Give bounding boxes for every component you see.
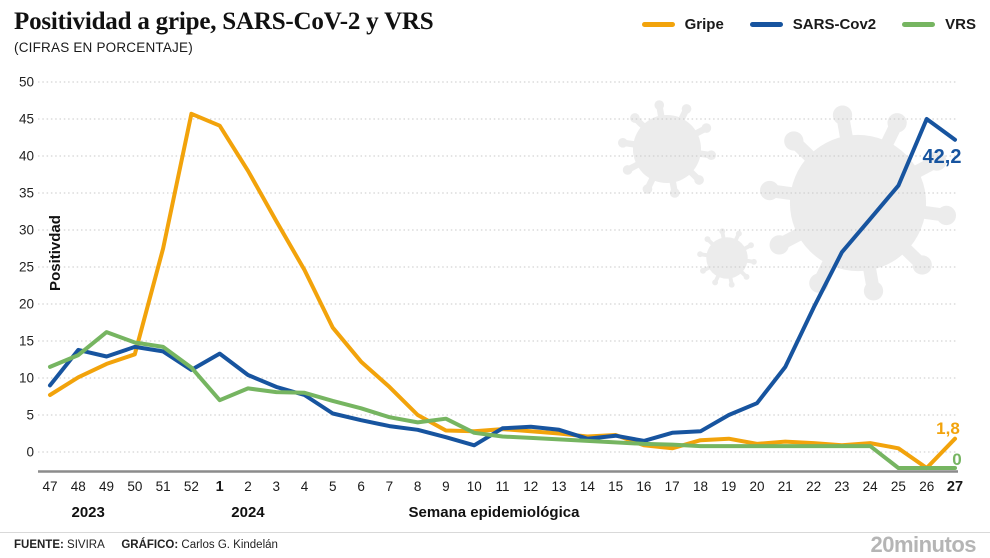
- y-tick-label: 30: [19, 223, 34, 238]
- page-title: Positividad a gripe, SARS-CoV-2 y VRS: [14, 8, 434, 35]
- end-value-label-vrs: 0: [952, 450, 961, 469]
- y-tick-label: 5: [26, 408, 34, 423]
- year-label-2023: 2023: [71, 504, 104, 521]
- x-tick-label-week-6: 6: [357, 479, 365, 494]
- x-tick-label-week-7: 7: [386, 479, 394, 494]
- x-tick-label-week-1: 1: [216, 479, 224, 495]
- x-tick-label-week-19: 19: [721, 479, 736, 494]
- x-tick-label-week-9: 9: [442, 479, 450, 494]
- legend-label-vrs: VRS: [945, 16, 976, 33]
- x-tick-label-week-10: 10: [467, 479, 482, 494]
- x-tick-label-week-18: 18: [693, 479, 708, 494]
- y-tick-label: 25: [19, 260, 34, 275]
- y-tick-label: 50: [19, 75, 34, 90]
- x-tick-label-week-3: 3: [272, 479, 280, 494]
- y-tick-label: 20: [19, 297, 34, 312]
- source-value: SIVIRA: [67, 538, 105, 551]
- legend-item-sars-cov2: SARS-Cov2: [749, 16, 877, 33]
- x-tick-label-week-20: 20: [750, 479, 765, 494]
- x-tick-label-week-15: 15: [608, 479, 623, 494]
- x-tick-label-week-21: 21: [778, 479, 793, 494]
- legend-swatch-gripe: [641, 22, 675, 27]
- coronavirus-watermark-icon: [759, 105, 957, 301]
- legend-item-vrs: VRS: [902, 16, 976, 33]
- legend-swatch-vrs: [902, 22, 936, 27]
- x-tick-label-week-17: 17: [665, 479, 680, 494]
- credit-value: Carlos G. Kindelán: [181, 538, 278, 551]
- coronavirus-watermark-icon: [697, 228, 757, 288]
- y-tick-label: 15: [19, 334, 34, 349]
- x-tick-label-week-12: 12: [523, 479, 538, 494]
- chart-header: Positividad a gripe, SARS-CoV-2 y VRS (C…: [14, 8, 434, 55]
- footer: FUENTE: SIVIRA GRÁFICO: Carlos G. Kindel…: [0, 531, 990, 557]
- legend-label-gripe: Gripe: [684, 16, 724, 33]
- x-tick-label-week-25: 25: [891, 479, 906, 494]
- virus-watermark-group: [617, 100, 957, 301]
- y-tick-label: 0: [26, 445, 34, 460]
- series-line-sars-cov2: [48, 117, 957, 448]
- x-tick-label-week-16: 16: [636, 479, 651, 494]
- y-axis-title: Positivdad: [47, 215, 64, 291]
- x-tick-label-week-49: 49: [99, 479, 114, 494]
- x-tick-label-week-22: 22: [806, 479, 821, 494]
- year-label-2024: 2024: [231, 504, 265, 521]
- credit-label: GRÁFICO:: [121, 538, 179, 551]
- x-tick-label-week-14: 14: [580, 479, 596, 494]
- legend-label-sars-cov2: SARS-Cov2: [792, 16, 877, 33]
- y-tick-label: 10: [19, 371, 34, 386]
- x-tick-label-week-24: 24: [863, 479, 879, 494]
- x-tick-label-week-47: 47: [42, 479, 57, 494]
- x-tick-label-week-23: 23: [834, 479, 849, 494]
- legend-item-gripe: Gripe: [641, 16, 724, 33]
- x-tick-label-week-27: 27: [947, 479, 963, 495]
- brand-logo-20minutos: 20minutos: [870, 531, 976, 557]
- x-tick-label-week-50: 50: [127, 479, 142, 494]
- x-tick-label-week-8: 8: [414, 479, 422, 494]
- x-tick-label-week-4: 4: [301, 479, 309, 494]
- x-tick-label-week-51: 51: [156, 479, 171, 494]
- legend-swatch-sars-cov2: [749, 22, 783, 27]
- page-subtitle: (CIFRAS EN PORCENTAJE): [14, 40, 193, 55]
- series-line-vrs: [48, 330, 957, 470]
- x-tick-label-week-13: 13: [552, 479, 567, 494]
- x-tick-labels: 47 48 49 50 51 52 1 2 3 4 5 6 7 8 9 10 11 12 13 14 15 16 17 18 1…: [42, 479, 963, 495]
- x-tick-label-week-5: 5: [329, 479, 337, 494]
- credits-line: FUENTE: SIVIRA GRÁFICO: Carlos G. Kindel…: [14, 539, 278, 551]
- end-value-label-sars-cov2: 42,2: [923, 146, 962, 168]
- end-value-label-gripe: 1,8: [936, 419, 960, 438]
- x-tick-label-week-11: 11: [495, 479, 509, 494]
- x-tick-label-week-52: 52: [184, 479, 199, 494]
- y-tick-label: 45: [19, 112, 34, 127]
- y-tick-label: 35: [19, 186, 34, 201]
- coronavirus-watermark-icon: [617, 100, 717, 198]
- source-label: FUENTE:: [14, 538, 64, 551]
- x-tick-label-week-2: 2: [244, 479, 252, 494]
- x-tick-label-week-48: 48: [71, 479, 86, 494]
- y-tick-label: 40: [19, 149, 34, 164]
- x-axis-title: Semana epidemiológica: [409, 504, 581, 521]
- gridlines: 0 5 10 15 20 25 30 35 40 45 50: [19, 75, 956, 460]
- chart-legend: Gripe SARS-Cov2 VRS: [616, 16, 976, 33]
- x-tick-label-week-26: 26: [919, 479, 934, 494]
